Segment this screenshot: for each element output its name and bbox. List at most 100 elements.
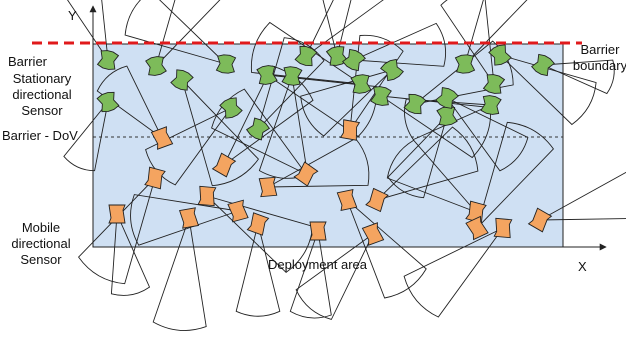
mobile-sensor: [258, 176, 278, 198]
stationary-sensor-body: [245, 117, 271, 141]
stationary-sensor-sector: [63, 101, 109, 172]
stationary-sensor-body: [454, 54, 476, 74]
barrier-label: Barrier: [8, 54, 48, 69]
stationary-sensor: [294, 45, 318, 67]
stationary-sensor-body: [482, 74, 506, 94]
stationary-sensor: [145, 56, 167, 76]
stationary-sensor-sector: [353, 22, 446, 67]
mobile-sensor: [493, 217, 513, 239]
stationary-sensor-sector: [387, 115, 448, 199]
stationary-sensor: [215, 54, 237, 74]
stationary-sensor: [403, 93, 427, 115]
stationary-sensor-body: [294, 45, 318, 67]
stationary-sensor-body: [281, 66, 303, 86]
stationary-sensor-sector: [250, 21, 362, 85]
mobile-sensor: [227, 199, 249, 223]
mobile-sensor: [339, 119, 361, 141]
stationary-label-line2: directional: [12, 87, 72, 102]
stationary-sensor: [454, 54, 476, 74]
stationary-sensor: [170, 69, 194, 91]
mobile-sensor-sector: [110, 213, 151, 296]
stationary-label-line1: Stationary: [12, 71, 72, 86]
mobile-sensor-sector: [349, 34, 404, 131]
mobile-sensor-sector: [295, 233, 374, 320]
stationary-sensor-sector: [440, 0, 495, 85]
mobile-sensor-body: [197, 185, 217, 207]
stationary-sensor-body: [480, 95, 502, 115]
stationary-sensor-body: [219, 97, 243, 119]
stationary-sensor-body: [256, 65, 278, 85]
mobile-label-line2: directional: [11, 236, 71, 251]
stationary-sensor: [350, 74, 372, 94]
mobile-sensor-body: [258, 176, 278, 198]
mobile-sensor-sector: [130, 194, 239, 246]
stationary-sensor-body: [370, 86, 392, 106]
stationary-sensor-sector: [542, 59, 615, 95]
mobile-sensor-sector: [289, 230, 332, 319]
sensors-group: [96, 44, 555, 246]
stationary-sensor-sector: [446, 97, 529, 172]
mobile-sensor: [144, 166, 166, 190]
stationary-sensor: [380, 58, 404, 82]
mobile-sensor-body: [293, 161, 319, 187]
stationary-sensor-label: Stationary directional Sensor: [0, 71, 84, 119]
stationary-sensor-body: [96, 50, 120, 70]
stationary-sensor: [281, 66, 303, 86]
stationary-sensor: [245, 117, 271, 141]
stationary-sensor-sector: [124, 0, 227, 65]
mobile-sensor-label: Mobile directional Sensor: [6, 220, 76, 268]
stationary-sensor: [370, 86, 392, 106]
stationary-sensor-sector: [499, 54, 597, 126]
mobile-label-line1: Mobile: [21, 220, 61, 235]
barrier-boundary-line2: boundary: [572, 58, 626, 73]
mobile-sensor-body: [339, 119, 361, 141]
mobile-sensor: [527, 207, 553, 233]
stationary-sensor-body: [488, 44, 512, 66]
mobile-sensor: [361, 222, 385, 246]
mobile-sensor-body: [178, 207, 200, 229]
stationary-sensor: [96, 91, 120, 113]
mobile-sensor-sector: [152, 217, 207, 331]
mobile-sensor-body: [361, 222, 385, 246]
stationary-sensor-body: [96, 91, 120, 113]
mobile-sensor: [336, 188, 358, 212]
mobile-sensor-sector: [96, 65, 163, 139]
mobile-sensor-body: [336, 188, 358, 212]
stationary-sensor: [256, 65, 278, 85]
mobile-sensor: [293, 161, 319, 187]
stationary-sensor: [531, 53, 555, 77]
mobile-sensor-body: [493, 217, 513, 239]
barrier-boundary-label: Barrier boundary: [572, 42, 626, 74]
stationary-sensor-body: [145, 56, 167, 76]
stationary-sensor: [488, 44, 512, 66]
stationary-sensor: [435, 87, 459, 109]
mobile-sensor-body: [365, 187, 389, 213]
mobile-sensor: [150, 126, 174, 150]
mobile-sensor-sector: [403, 227, 504, 318]
stationary-sensor-body: [350, 74, 372, 94]
mobile-sensor-sector: [386, 139, 477, 213]
stationary-label-line3: Sensor: [21, 103, 63, 118]
mobile-sensor-body: [227, 199, 249, 223]
mobile-sensor: [108, 204, 126, 224]
mobile-sensor-body: [150, 126, 174, 150]
mobile-sensor-body: [211, 152, 237, 178]
y-axis-label: Y: [68, 8, 77, 23]
mobile-sensor: [309, 221, 327, 241]
mobile-sensor-sector: [376, 126, 479, 201]
stationary-sensor-sector: [300, 69, 393, 137]
mobile-sensor: [465, 215, 489, 241]
mobile-sensor-body: [527, 207, 553, 233]
mobile-sensor-body: [465, 215, 489, 241]
mobile-sensor-body: [108, 204, 126, 224]
deployment-area-label: Deployment area: [268, 257, 367, 272]
x-axis-label: X: [578, 259, 587, 274]
stationary-sensor-body: [342, 48, 366, 72]
mobile-sensor-body: [144, 166, 166, 190]
mobile-sensor-sector: [78, 177, 156, 285]
stationary-sensor-sector: [181, 79, 259, 187]
mobile-sensor-sector: [476, 121, 554, 229]
mobile-sensor: [178, 207, 200, 229]
stationary-sensor-sector: [404, 98, 492, 141]
